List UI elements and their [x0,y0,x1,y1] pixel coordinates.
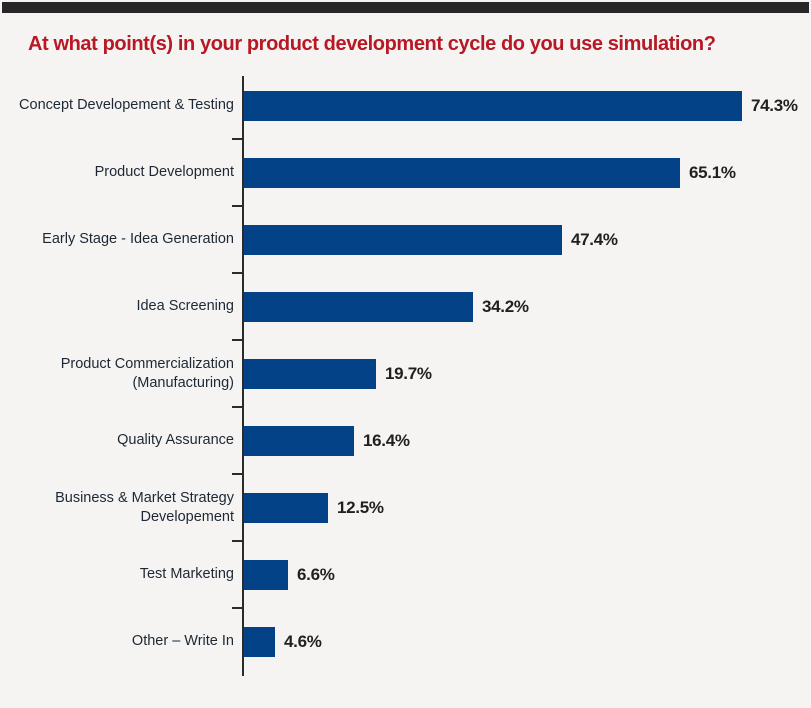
value-label: 74.3% [751,95,798,115]
bar [244,358,376,389]
axis-tick [232,540,242,542]
chart-row: Test Marketing 6.6% [0,541,811,608]
bar [244,425,354,456]
bar-area: 16.4% [244,425,811,456]
bar [244,492,328,523]
chart-row: Other – Write In 4.6% [0,608,811,675]
value-label: 16.4% [363,430,410,450]
axis-tick [232,138,242,140]
bar-area: 74.3% [244,90,811,121]
chart-row: Concept Developement & Testing 74.3% [0,72,811,139]
category-label: Product Commercialization (Manufacturing… [60,356,234,391]
axis-tick [232,607,242,609]
bar-chart: Concept Developement & Testing 74.3% Pro… [0,72,811,678]
bar [244,90,742,121]
bar-area: 19.7% [244,358,811,389]
category-label: Product Development [94,164,234,181]
bar-area: 65.1% [244,157,811,188]
axis-tick [232,339,242,341]
chart-rows: Concept Developement & Testing 74.3% Pro… [0,72,811,675]
value-label: 6.6% [297,564,335,584]
axis-tick [232,272,242,274]
chart-row: Product Development 65.1% [0,139,811,206]
chart-row: Quality Assurance 16.4% [0,407,811,474]
category-label: Concept Developement & Testing [19,97,234,114]
bar-area: 34.2% [244,291,811,322]
category-label: Idea Screening [136,298,234,315]
bar [244,224,562,255]
bar [244,291,473,322]
chart-row: Early Stage - Idea Generation 47.4% [0,206,811,273]
category-label: Other – Write In [131,633,234,650]
value-label: 34.2% [482,296,529,316]
value-label: 19.7% [385,363,432,383]
bar [244,157,680,188]
bar-area: 12.5% [244,492,811,523]
value-label: 47.4% [571,229,618,249]
chart-row: Product Commercialization (Manufacturing… [0,340,811,407]
value-label: 4.6% [284,631,322,651]
chart-row: Business & Market Strategy Developement … [0,474,811,541]
bar [244,626,275,657]
axis-tick [232,473,242,475]
category-label: Quality Assurance [117,432,234,449]
category-label: Test Marketing [139,566,234,583]
bar-area: 4.6% [244,626,811,657]
category-label: Early Stage - Idea Generation [42,231,234,248]
chart-title: At what point(s) in your product develop… [28,33,716,55]
axis-tick [232,205,242,207]
bar-area: 6.6% [244,559,811,590]
value-label: 12.5% [337,497,384,517]
bar-area: 47.4% [244,224,811,255]
top-accent-bar [2,2,809,13]
value-label: 65.1% [689,162,736,182]
category-label: Business & Market Strategy Developement [55,490,234,525]
axis-tick [232,406,242,408]
chart-row: Idea Screening 34.2% [0,273,811,340]
bar [244,559,288,590]
category-axis-line [242,76,244,676]
